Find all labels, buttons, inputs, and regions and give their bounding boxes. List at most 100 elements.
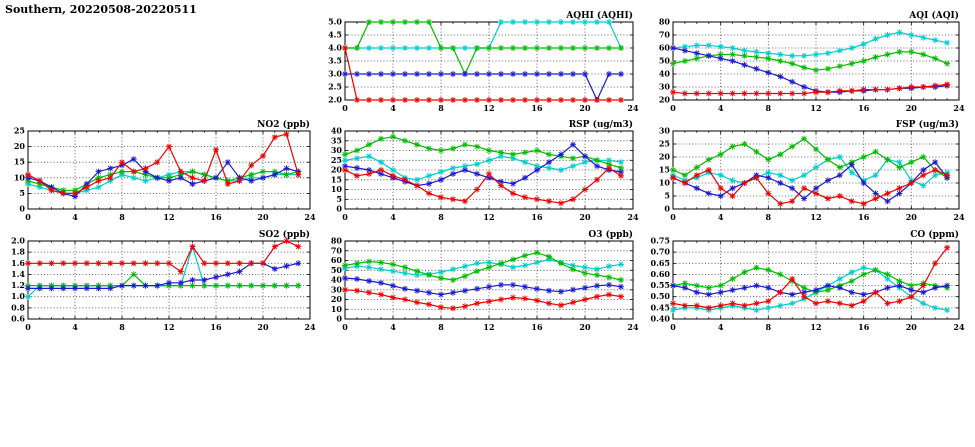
svg-text:10: 10 [659, 178, 671, 188]
svg-text:30: 30 [331, 284, 343, 294]
svg-text:8: 8 [766, 212, 772, 222]
chart-co: CO (ppm) 0.40 0.45 0.50 0.55 0.60 0.65 0.70 0.7… [649, 230, 965, 342]
svg-text:24: 24 [627, 322, 639, 332]
svg-text:15: 15 [659, 165, 670, 175]
chart-title-so2: SO2 (ppb) [258, 230, 310, 240]
svg-text:35: 35 [331, 135, 342, 145]
svg-text:0: 0 [670, 322, 676, 332]
co-plot: 0.40 0.450.500.550.600.650.700.75 0 4 8 12 16 2… [651, 236, 965, 333]
svg-text:0: 0 [670, 212, 676, 222]
svg-text:5: 5 [19, 188, 25, 198]
svg-text:10: 10 [331, 184, 343, 194]
svg-text:12: 12 [810, 103, 821, 113]
svg-text:70: 70 [659, 30, 671, 40]
svg-text:80: 80 [331, 236, 343, 246]
svg-text:20: 20 [579, 212, 591, 222]
svg-text:24: 24 [953, 322, 965, 332]
svg-text:25: 25 [659, 139, 670, 149]
svg-text:1.2: 1.2 [11, 280, 25, 290]
svg-text:0.50: 0.50 [651, 291, 671, 301]
svg-text:20: 20 [659, 152, 671, 162]
svg-text:8: 8 [766, 103, 772, 113]
svg-text:5.0: 5.0 [328, 17, 342, 27]
svg-text:12: 12 [483, 103, 494, 113]
svg-text:8: 8 [119, 322, 125, 332]
chart-no2: NO2 (ppb) 0 5 10 15 20 25 0 4 8 12 16 20 24 [4, 120, 316, 232]
svg-text:8: 8 [766, 322, 772, 332]
svg-text:40: 40 [331, 275, 343, 285]
svg-text:25: 25 [14, 126, 25, 136]
svg-text:16: 16 [858, 212, 870, 222]
svg-text:5: 5 [336, 194, 342, 204]
svg-text:16: 16 [210, 322, 222, 332]
svg-text:5: 5 [664, 191, 670, 201]
svg-text:0.75: 0.75 [651, 236, 670, 246]
svg-text:16: 16 [531, 322, 543, 332]
svg-text:30: 30 [659, 82, 671, 92]
svg-text:0: 0 [25, 322, 31, 332]
svg-text:40: 40 [659, 69, 671, 79]
svg-text:60: 60 [331, 255, 343, 265]
svg-text:0: 0 [25, 212, 31, 222]
svg-text:10: 10 [14, 172, 26, 182]
chart-title-co: CO (ppm) [910, 230, 959, 240]
chart-title-no2: NO2 (ppb) [257, 120, 310, 130]
svg-text:12: 12 [163, 322, 174, 332]
svg-text:50: 50 [659, 56, 671, 66]
svg-text:20: 20 [579, 103, 591, 113]
chart-so2: SO2 (ppb) 0.6 0.8 1.0 1.2 1.4 1.6 1.8 2.0 0 4 8 12 1… [4, 230, 316, 342]
chart-rsp: RSP (ug/m3) 0 5 10 15 20 25 30 35 40 0 4 8 12 16 20 24 [321, 120, 639, 232]
svg-text:2.0: 2.0 [11, 236, 25, 246]
svg-text:1.0: 1.0 [11, 291, 25, 301]
aqhi-plot: 2.0 2.5 3.0 3.5 4.0 4.5 5.0 0 4 8 12 16 20 24 [328, 17, 639, 114]
svg-text:1.6: 1.6 [11, 258, 25, 268]
svg-text:0.55: 0.55 [651, 280, 670, 290]
svg-text:24: 24 [304, 212, 316, 222]
fsp-plot: 0 5 10 15 20 25 30 0 4 8 12 16 20 24 [659, 126, 965, 223]
svg-text:12: 12 [483, 322, 494, 332]
svg-text:0: 0 [336, 314, 342, 324]
svg-text:24: 24 [304, 322, 316, 332]
svg-text:20: 20 [331, 165, 343, 175]
page-title: Southern, 20220508-20220511 [5, 3, 197, 16]
svg-text:0.60: 0.60 [651, 269, 671, 279]
svg-text:12: 12 [483, 212, 494, 222]
svg-text:0.70: 0.70 [651, 247, 671, 257]
svg-text:4.5: 4.5 [328, 30, 342, 40]
svg-text:24: 24 [627, 103, 639, 113]
svg-text:16: 16 [858, 103, 870, 113]
svg-text:20: 20 [579, 322, 591, 332]
svg-text:4: 4 [390, 103, 396, 113]
svg-text:0: 0 [336, 204, 342, 214]
chart-title-aqi: AQI (AQI) [909, 11, 959, 21]
svg-text:30: 30 [659, 126, 671, 136]
svg-text:80: 80 [659, 17, 671, 27]
svg-text:0: 0 [19, 204, 25, 214]
svg-text:20: 20 [331, 294, 343, 304]
aqi-plot: 20 30 40 50 60 70 80 0 4 8 12 16 20 24 [659, 17, 965, 114]
svg-text:40: 40 [331, 126, 343, 136]
chart-title-o3: O3 (ppb) [588, 230, 633, 240]
svg-text:8: 8 [438, 322, 444, 332]
svg-text:16: 16 [858, 322, 870, 332]
svg-text:20: 20 [906, 103, 918, 113]
svg-text:0.40: 0.40 [651, 314, 671, 324]
svg-text:8: 8 [119, 212, 125, 222]
svg-text:0.8: 0.8 [11, 302, 25, 312]
svg-text:20: 20 [906, 322, 918, 332]
svg-text:1.4: 1.4 [11, 269, 25, 279]
svg-text:0: 0 [342, 103, 348, 113]
svg-text:12: 12 [163, 212, 174, 222]
svg-text:4: 4 [390, 212, 396, 222]
svg-text:4: 4 [72, 322, 78, 332]
chart-aqhi: AQHI (AQHI) 2.0 2.5 3.0 3.5 4.0 4.5 5.0 0 4 8 12 16… [321, 11, 639, 123]
svg-text:4.0: 4.0 [328, 43, 342, 53]
svg-text:25: 25 [331, 155, 342, 165]
svg-text:8: 8 [438, 212, 444, 222]
svg-text:20: 20 [659, 95, 671, 105]
chart-title-rsp: RSP (ug/m3) [568, 120, 633, 130]
svg-text:20: 20 [257, 212, 269, 222]
svg-text:0: 0 [670, 103, 676, 113]
